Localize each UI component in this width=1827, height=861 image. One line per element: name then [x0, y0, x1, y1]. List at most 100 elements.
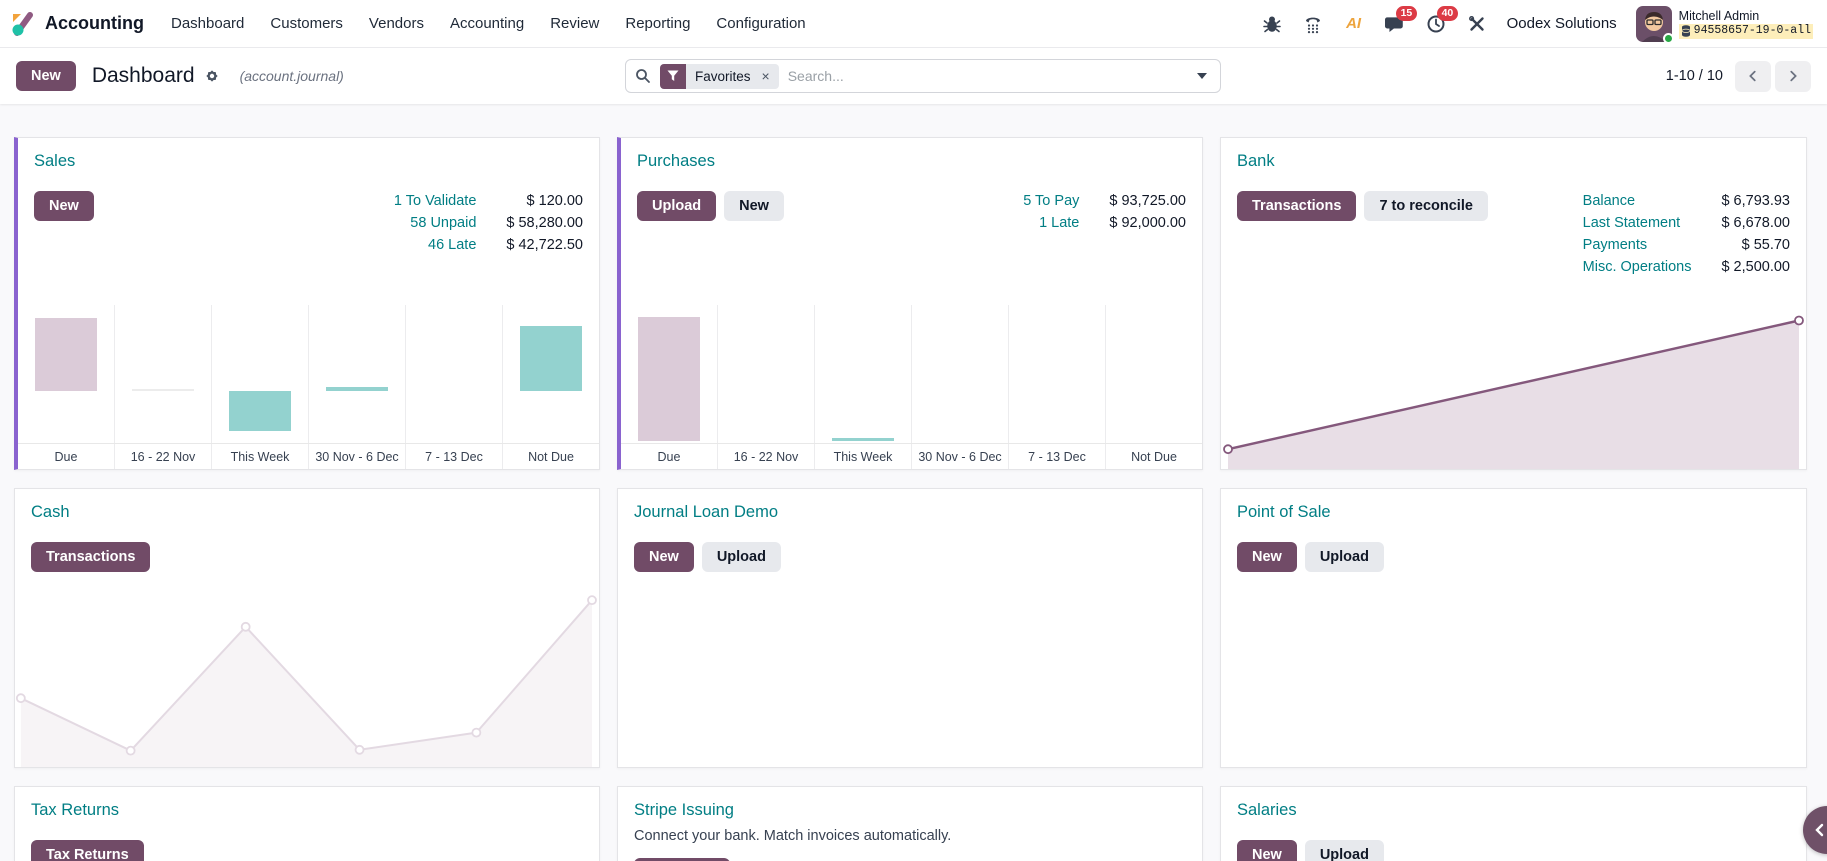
filter-funnel-icon [660, 63, 686, 89]
new-button[interactable]: New [16, 61, 76, 91]
chart-category-label: This Week [211, 444, 308, 469]
bar [132, 388, 194, 391]
card-stripe-issuing-title[interactable]: Stripe Issuing [634, 801, 734, 819]
bug-icon[interactable] [1261, 13, 1283, 35]
pager-previous-button[interactable] [1735, 60, 1771, 92]
search-icon [636, 69, 650, 83]
database-row: 94558657-19-0-all [1678, 24, 1813, 39]
search-dropdown-caret[interactable] [1197, 73, 1207, 79]
bar-column [621, 305, 717, 443]
menu-dashboard[interactable]: Dashboard [171, 14, 245, 32]
card-salaries-title[interactable]: Salaries [1237, 801, 1297, 819]
stat-link[interactable]: Misc. Operations [1582, 259, 1692, 276]
pager-range: 1-10 / 10 [1665, 68, 1723, 84]
search-bar[interactable]: Favorites × [625, 59, 1221, 93]
salaries-upload-button[interactable]: Upload [1304, 840, 1384, 861]
bar [35, 318, 97, 391]
bar-column [1008, 305, 1105, 443]
menu-customers[interactable]: Customers [270, 14, 343, 32]
database-name: 94558657-19-0-all [1693, 24, 1811, 38]
phone-icon[interactable] [1302, 13, 1324, 35]
stat-link[interactable]: 58 Unpaid [410, 215, 477, 232]
activity-clock-icon[interactable]: 40 [1425, 5, 1459, 35]
card-purchases: Purchases Upload New 5 To Pay $ 93,725.0… [617, 137, 1203, 470]
stat-link[interactable]: 5 To Pay [1023, 193, 1080, 209]
bar-column [405, 305, 502, 443]
accounting-app-icon [12, 11, 33, 36]
ai-icon[interactable]: AI [1346, 15, 1362, 32]
facet-remove-icon[interactable]: × [759, 63, 779, 89]
stat-link[interactable]: 1 To Validate [393, 193, 477, 209]
model-subtitle: (account.journal) [239, 68, 344, 84]
sales-stats: 1 To Validate $ 120.00 58 Unpaid $ 58,28… [394, 191, 583, 256]
menu-reporting[interactable]: Reporting [625, 14, 691, 32]
pos-upload-button[interactable]: Upload [1304, 542, 1384, 572]
card-point-of-sale: Point of Sale New Upload [1220, 488, 1807, 768]
journal-loan-upload-button[interactable]: Upload [701, 542, 781, 572]
bar [832, 437, 894, 441]
data-point-marker [1794, 315, 1804, 326]
tools-icon[interactable] [1466, 13, 1488, 35]
purchases-upload-button[interactable]: Upload [637, 191, 717, 221]
card-tax-returns-title[interactable]: Tax Returns [31, 801, 120, 819]
chart-category-label: Not Due [502, 444, 599, 469]
card-sales-title[interactable]: Sales [34, 152, 76, 170]
gear-icon[interactable] [204, 68, 220, 84]
card-journal-loan-demo-title[interactable]: Journal Loan Demo [634, 503, 779, 521]
pos-new-button[interactable]: New [1237, 542, 1297, 572]
sales-bar-chart: Due 16 - 22 Nov This Week 30 Nov - 6 Dec 7 -… [18, 305, 599, 469]
bank-transactions-button[interactable]: Transactions [1237, 191, 1357, 221]
data-point-marker [354, 744, 365, 755]
stat-link[interactable]: Payments [1582, 237, 1648, 254]
systray: AI 15 40 Oodex Solutions [1261, 5, 1813, 44]
stat-link[interactable]: 46 Late [428, 237, 477, 254]
card-bank-title[interactable]: Bank [1237, 152, 1275, 170]
menu-configuration[interactable]: Configuration [716, 14, 806, 32]
user-menu[interactable]: Mitchell Admin 94558657-19-0-all [1635, 5, 1813, 44]
data-point-marker [587, 595, 597, 606]
user-name: Mitchell Admin [1678, 8, 1760, 23]
facet-label: Favorites [686, 63, 760, 89]
app-switcher[interactable]: Accounting [10, 11, 144, 37]
data-point-marker [125, 745, 136, 756]
avatar [1635, 5, 1674, 44]
chart-category-label: 30 Nov - 6 Dec [308, 444, 405, 469]
cash-transactions-button[interactable]: Transactions [31, 542, 151, 572]
bar-column [211, 305, 308, 443]
card-cash-title[interactable]: Cash [31, 503, 70, 521]
pager-next-button[interactable] [1775, 60, 1811, 92]
stat-link[interactable]: Last Statement [1582, 215, 1681, 232]
menu-review[interactable]: Review [550, 14, 600, 32]
menu-vendors[interactable]: Vendors [368, 14, 424, 32]
card-purchases-title[interactable]: Purchases [637, 152, 715, 170]
chat-icon[interactable]: 15 [1384, 5, 1418, 35]
bar-column [717, 305, 814, 443]
stripe-connect-button[interactable] [634, 858, 730, 861]
salaries-new-button[interactable]: New [1237, 840, 1297, 861]
tax-returns-button[interactable]: Tax Returns [31, 840, 144, 861]
chart-category-label: 16 - 22 Nov [717, 444, 814, 469]
stat-link[interactable]: Balance [1582, 193, 1636, 209]
journal-loan-new-button[interactable]: New [634, 542, 694, 572]
data-point-marker [15, 693, 26, 704]
card-point-of-sale-title[interactable]: Point of Sale [1237, 503, 1331, 521]
bar-column [1105, 305, 1202, 443]
menu-accounting[interactable]: Accounting [449, 14, 525, 32]
stat-link[interactable]: 1 Late [1039, 215, 1080, 232]
search-input[interactable] [787, 68, 1193, 84]
sales-new-button[interactable]: New [34, 191, 94, 221]
chart-category-label: Not Due [1105, 444, 1202, 469]
card-salaries: Salaries New Upload [1220, 786, 1807, 861]
chart-category-label: Due [657, 449, 681, 464]
bank-reconcile-button[interactable]: 7 to reconcile [1364, 191, 1488, 221]
bank-stats: Balance $ 6,793.93 Last Statement $ 6,67… [1583, 191, 1790, 278]
activity-badge: 40 [1436, 5, 1459, 22]
chevron-left-icon [1815, 823, 1824, 837]
company-switcher[interactable]: Oodex Solutions [1506, 15, 1617, 32]
purchases-stats: 5 To Pay $ 93,725.00 1 Late $ 92,000.00 [1023, 191, 1186, 234]
bar [229, 390, 291, 431]
card-tax-returns: Tax Returns Tax Returns [14, 786, 600, 861]
purchases-new-button[interactable]: New [724, 191, 784, 221]
online-status-dot [1662, 32, 1674, 44]
bar-column [814, 305, 911, 443]
